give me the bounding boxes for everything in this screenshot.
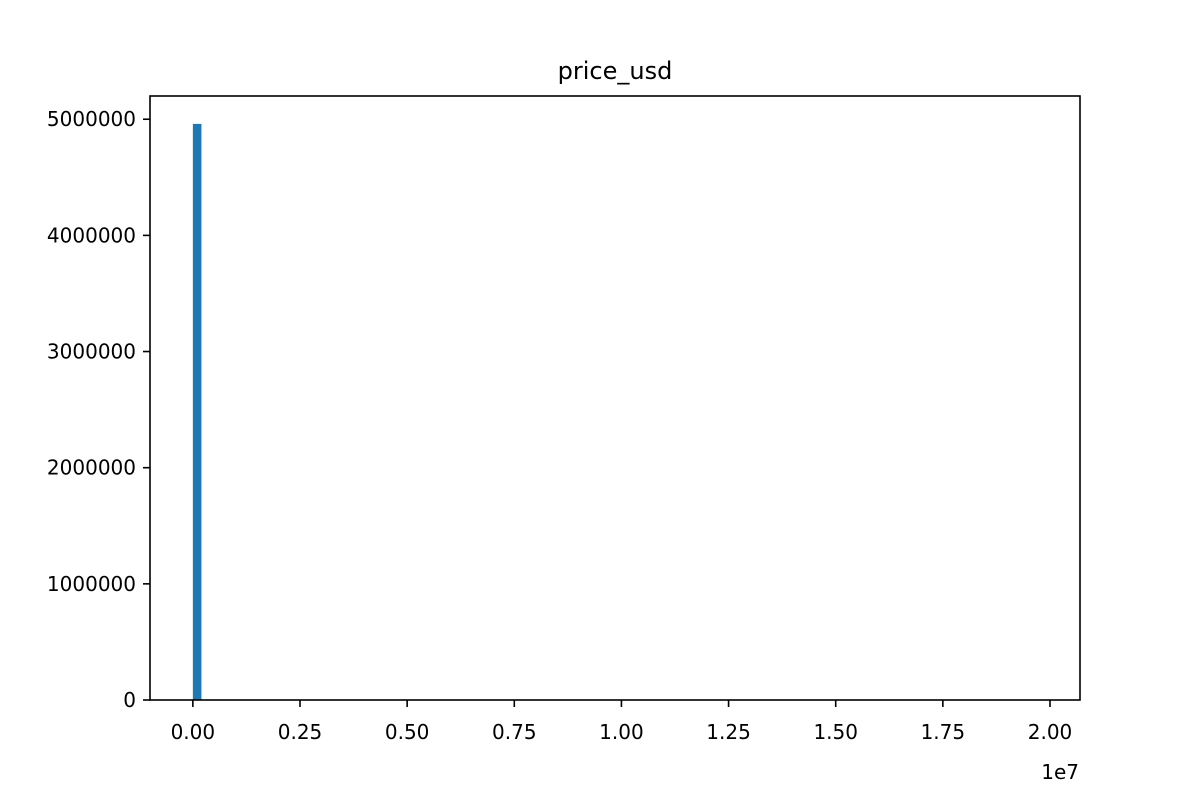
x-tick-label: 1.50 (813, 720, 858, 744)
x-tick-label: 1.75 (921, 720, 966, 744)
bars-layer (192, 123, 202, 700)
plot-frame (149, 95, 1081, 701)
chart-title: price_usd (558, 57, 673, 85)
histogram-bar (192, 123, 202, 700)
x-axis-offset-label: 1e7 (1041, 760, 1079, 784)
x-tick-label: 0.75 (492, 720, 537, 744)
y-tick-label: 1000000 (47, 572, 136, 596)
x-tick-label: 2.00 (1028, 720, 1073, 744)
y-tick-label: 2000000 (47, 456, 136, 480)
x-tick-label: 1.25 (706, 720, 751, 744)
y-tick-label: 3000000 (47, 340, 136, 364)
y-tick-label: 4000000 (47, 223, 136, 247)
x-tick-label: 1.00 (599, 720, 644, 744)
x-tick-label: 0.25 (278, 720, 323, 744)
y-tick-label: 0 (123, 688, 136, 712)
x-tick-label: 0.00 (171, 720, 216, 744)
x-axis: 0.00 0.25 0.50 0.75 1.00 1.25 1.50 1.75 2.00 (171, 700, 1073, 744)
y-tick-label: 5000000 (47, 107, 136, 131)
x-tick-label: 0.50 (385, 720, 430, 744)
y-axis: 0 1000000 2000000 3000000 4000000 5000000 (47, 107, 150, 712)
